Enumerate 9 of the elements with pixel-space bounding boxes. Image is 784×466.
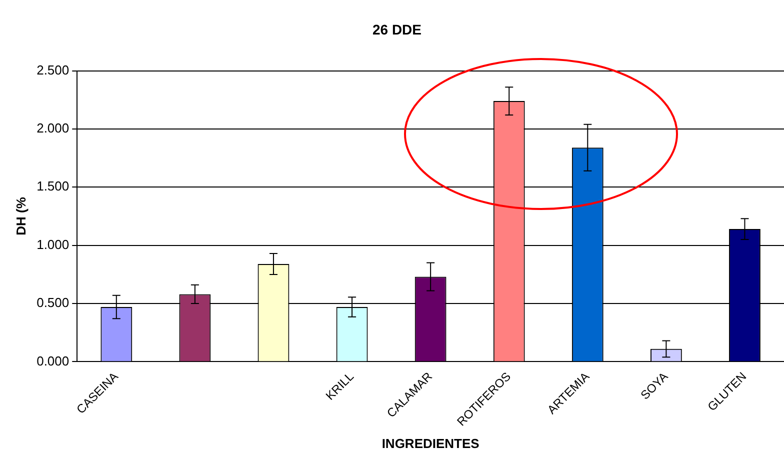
y-tick-label: 2.500 <box>36 62 70 78</box>
x-axis-title: INGREDIENTES <box>382 436 480 451</box>
y-tick-label: 0.000 <box>36 353 70 368</box>
y-axis-title: DH (% <box>13 196 28 236</box>
y-tick-label: 2.000 <box>36 120 70 136</box>
y-tick-label: 1.500 <box>36 178 70 194</box>
chart-title: 26 DDE <box>372 21 422 38</box>
y-tick-label: 1.000 <box>36 236 70 252</box>
y-tick-label: 0.500 <box>36 295 70 310</box>
